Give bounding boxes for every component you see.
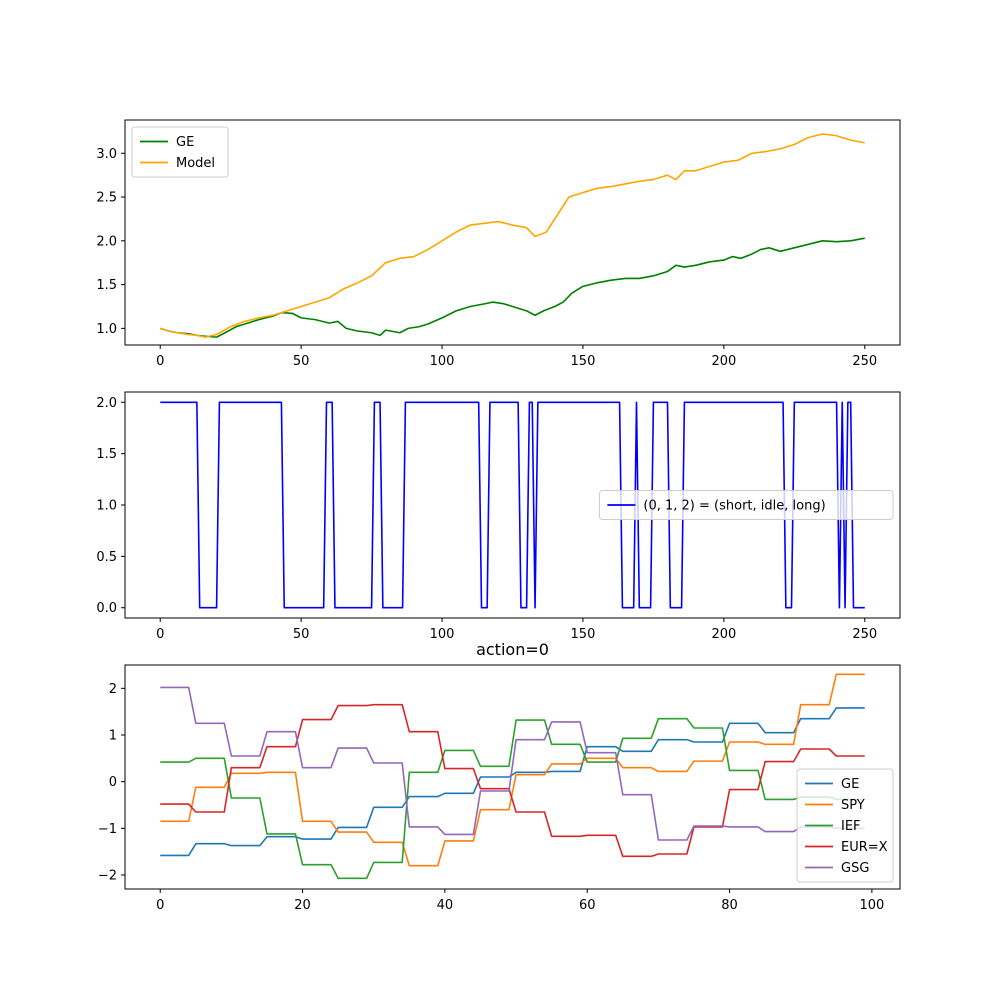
legend: (0, 1, 2) = (short, idle, long) (598, 490, 894, 520)
legend-label-ge: GE (841, 777, 859, 792)
x-tick-label: 250 (852, 627, 877, 642)
x-tick-label: 80 (721, 898, 738, 913)
legend-label-ge: GE (176, 135, 194, 150)
x-tick-label: 0 (156, 627, 164, 642)
x-tick-label: 20 (294, 898, 311, 913)
legend: GE Model (131, 126, 229, 178)
y-tick-label: 1 (109, 729, 117, 744)
legend-label-0-1-2-short-idle-long: (0, 1, 2) = (short, idle, long) (643, 499, 825, 514)
legend-label-model: Model (176, 156, 215, 171)
axes-frame (124, 664, 901, 890)
y-tick-label: −2 (98, 869, 117, 884)
subplot-portfolio-value: 0 50 100 150 200 250 1.0 1.5 2.0 2.5 3.0 GE Model (96, 119, 901, 369)
legend-box (131, 126, 229, 178)
y-tick-label: 1.0 (96, 499, 117, 514)
y-tick-label: 0.5 (96, 550, 117, 565)
series-line-model (159, 133, 865, 338)
subplot-action-0-features: action=0 0 20 40 60 80 100 −2 −1 0 1 2 GE SPY IEF EU… (98, 640, 901, 913)
legend-label-eur-x: EUR=X (841, 840, 888, 855)
y-tick-label: 2.0 (96, 234, 117, 249)
x-tick-label: 50 (293, 627, 310, 642)
y-tick-label: 2.5 (96, 191, 117, 206)
x-tick-label: 150 (571, 627, 596, 642)
subplot-title: action=0 (476, 640, 549, 659)
y-tick-label: 0.0 (96, 601, 117, 616)
y-tick-label: 2.0 (96, 396, 117, 411)
y-tick-label: 2 (109, 682, 117, 697)
legend-box (796, 768, 894, 883)
y-tick-label: −1 (98, 822, 117, 837)
series-line-0-1-2-short-idle-long (160, 401, 865, 609)
x-tick-label: 200 (711, 627, 736, 642)
x-tick-label: 100 (430, 627, 455, 642)
series-line-ge (160, 707, 865, 857)
x-tick-label: 100 (430, 354, 455, 369)
y-tick-label: 0 (109, 775, 117, 790)
legend-label-ief: IEF (841, 819, 861, 834)
series-line-ge (159, 237, 865, 338)
x-tick-label: 100 (859, 898, 884, 913)
x-tick-label: 40 (437, 898, 454, 913)
series-line-ief (160, 717, 865, 880)
x-tick-label: 50 (293, 354, 310, 369)
y-tick-label: 1.5 (96, 447, 117, 462)
legend-label-spy: SPY (841, 798, 865, 813)
y-tick-label: 1.0 (96, 322, 117, 337)
x-tick-label: 150 (571, 354, 596, 369)
y-tick-label: 3.0 (96, 147, 117, 162)
legend: GE SPY IEF EUR=X GSG (796, 768, 894, 883)
y-tick-label: 1.5 (96, 278, 117, 293)
x-tick-label: 0 (156, 354, 164, 369)
legend-box (598, 490, 894, 520)
series-line-spy (160, 673, 865, 867)
series-line-eur-x (160, 703, 865, 858)
x-tick-label: 200 (711, 354, 736, 369)
x-tick-label: 250 (852, 354, 877, 369)
x-tick-label: 0 (156, 898, 164, 913)
x-tick-label: 60 (579, 898, 596, 913)
series-line-gsg (160, 686, 865, 841)
legend-label-gsg: GSG (841, 861, 869, 876)
subplot-actions: 0 50 100 150 200 250 0.0 0.5 1.0 1.5 2.0 (0, 1, 2… (96, 391, 901, 642)
axes-frame (124, 119, 901, 346)
